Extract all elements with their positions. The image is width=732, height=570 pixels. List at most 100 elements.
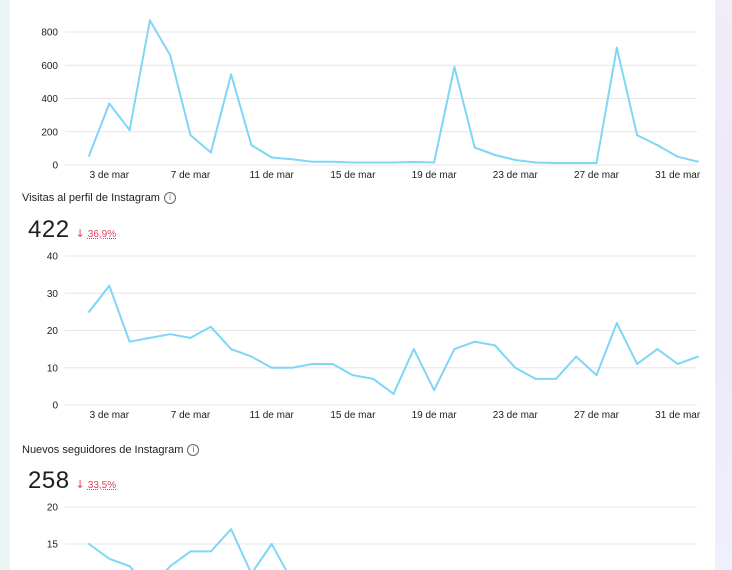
- data-point: [676, 363, 679, 366]
- data-point: [453, 348, 456, 351]
- metric-change: ↓ 36,9%: [76, 227, 117, 240]
- data-point: [331, 363, 334, 366]
- data-point: [433, 389, 436, 392]
- data-point: [291, 158, 293, 161]
- metric-title-label: Nuevos seguidores de Instagram: [22, 444, 184, 456]
- data-point: [554, 162, 557, 165]
- data-point: [656, 144, 659, 147]
- data-point: [433, 161, 436, 164]
- data-point: [372, 377, 375, 380]
- data-point: [128, 129, 131, 132]
- y-tick-label: 400: [41, 94, 58, 105]
- data-point: [331, 160, 334, 163]
- data-point: [270, 156, 273, 159]
- x-tick-label: 31 de mar: [655, 170, 701, 181]
- metric-title-new-followers: Nuevos seguidores de Instagram i: [22, 444, 200, 456]
- data-point: [494, 344, 496, 347]
- data-point: [453, 65, 456, 68]
- data-point: [351, 374, 354, 377]
- data-point: [230, 528, 233, 531]
- x-tick-label: 31 de mar: [655, 410, 701, 421]
- data-point: [189, 336, 192, 339]
- metric-value: 422: [28, 216, 70, 243]
- data-point: [250, 355, 253, 358]
- data-point: [311, 160, 314, 163]
- data-point: [636, 134, 639, 137]
- arrow-down-icon: ↓: [75, 227, 85, 240]
- y-tick-label: 0: [52, 161, 58, 172]
- data-point: [595, 374, 598, 377]
- metric-summary-profile-visits: 422 ↓ 36,9%: [28, 216, 116, 244]
- y-tick-label: 30: [47, 289, 59, 300]
- data-point: [128, 565, 131, 568]
- data-point: [189, 550, 192, 553]
- data-point: [209, 151, 212, 154]
- data-point: [412, 348, 415, 351]
- data-point: [148, 19, 151, 22]
- data-point: [697, 355, 699, 358]
- data-point: [250, 144, 253, 147]
- data-point: [514, 159, 517, 162]
- data-point: [595, 162, 598, 165]
- data-point: [697, 160, 699, 163]
- x-tick-label: 7 de mar: [171, 410, 211, 421]
- series-line: [88, 19, 699, 164]
- data-point: [88, 543, 90, 545]
- insights-card: 0 200 400 600 800 3 de mar 7 de mar 11 de mar 15…: [10, 0, 715, 570]
- data-point: [351, 161, 354, 164]
- data-point: [169, 565, 172, 568]
- x-tick-label: 11 de mar: [250, 410, 295, 421]
- data-point: [554, 377, 557, 380]
- data-point: [575, 162, 578, 165]
- info-icon[interactable]: i: [163, 192, 176, 204]
- data-point: [88, 310, 90, 313]
- y-tick-label: 20: [47, 326, 59, 337]
- series-line: [88, 528, 288, 570]
- data-point: [656, 348, 659, 351]
- data-point: [169, 333, 172, 336]
- series-line: [88, 284, 699, 395]
- data-point: [615, 322, 618, 325]
- data-point: [311, 363, 314, 366]
- y-tick-label: 600: [41, 61, 58, 72]
- info-icon[interactable]: i: [187, 444, 200, 456]
- data-point: [189, 134, 192, 137]
- metric-summary-new-followers: 258 ↓ 33,5%: [28, 467, 116, 495]
- data-point: [291, 366, 293, 369]
- data-point: [270, 543, 273, 545]
- metric-change-percent: 36,9%: [87, 229, 117, 240]
- y-tick-label: 200: [41, 127, 58, 138]
- x-tick-label: 11 de mar: [250, 170, 295, 181]
- data-point: [494, 154, 496, 157]
- y-tick-label: 15: [47, 540, 59, 551]
- data-point: [575, 355, 578, 358]
- scroll-gutter: [715, 0, 732, 570]
- data-point: [148, 336, 151, 339]
- x-tick-label: 23 de mar: [493, 170, 539, 181]
- x-tick-label: 19 de mar: [412, 170, 458, 181]
- x-tick-label: 7 de mar: [171, 170, 211, 181]
- x-tick-label: 3 de mar: [90, 410, 130, 421]
- metric-change: ↓ 33,5%: [76, 478, 117, 491]
- data-point: [270, 366, 273, 369]
- data-point: [209, 325, 212, 328]
- data-point: [88, 154, 90, 157]
- data-point: [108, 284, 111, 287]
- data-point: [108, 102, 111, 105]
- data-point: [636, 363, 639, 366]
- arrow-down-icon: ↓: [75, 478, 85, 491]
- x-tick-label: 19 de mar: [412, 410, 458, 421]
- data-point: [169, 54, 172, 57]
- data-point: [615, 46, 618, 49]
- x-tick-label: 3 de mar: [90, 170, 130, 181]
- data-point: [412, 161, 415, 164]
- data-point: [128, 340, 131, 343]
- data-point: [209, 550, 212, 553]
- data-point: [534, 161, 537, 164]
- x-tick-label: 15 de mar: [330, 410, 376, 421]
- data-point: [392, 392, 395, 395]
- metric-change-percent: 33,5%: [87, 480, 117, 491]
- data-point: [676, 155, 679, 158]
- data-point: [514, 366, 517, 369]
